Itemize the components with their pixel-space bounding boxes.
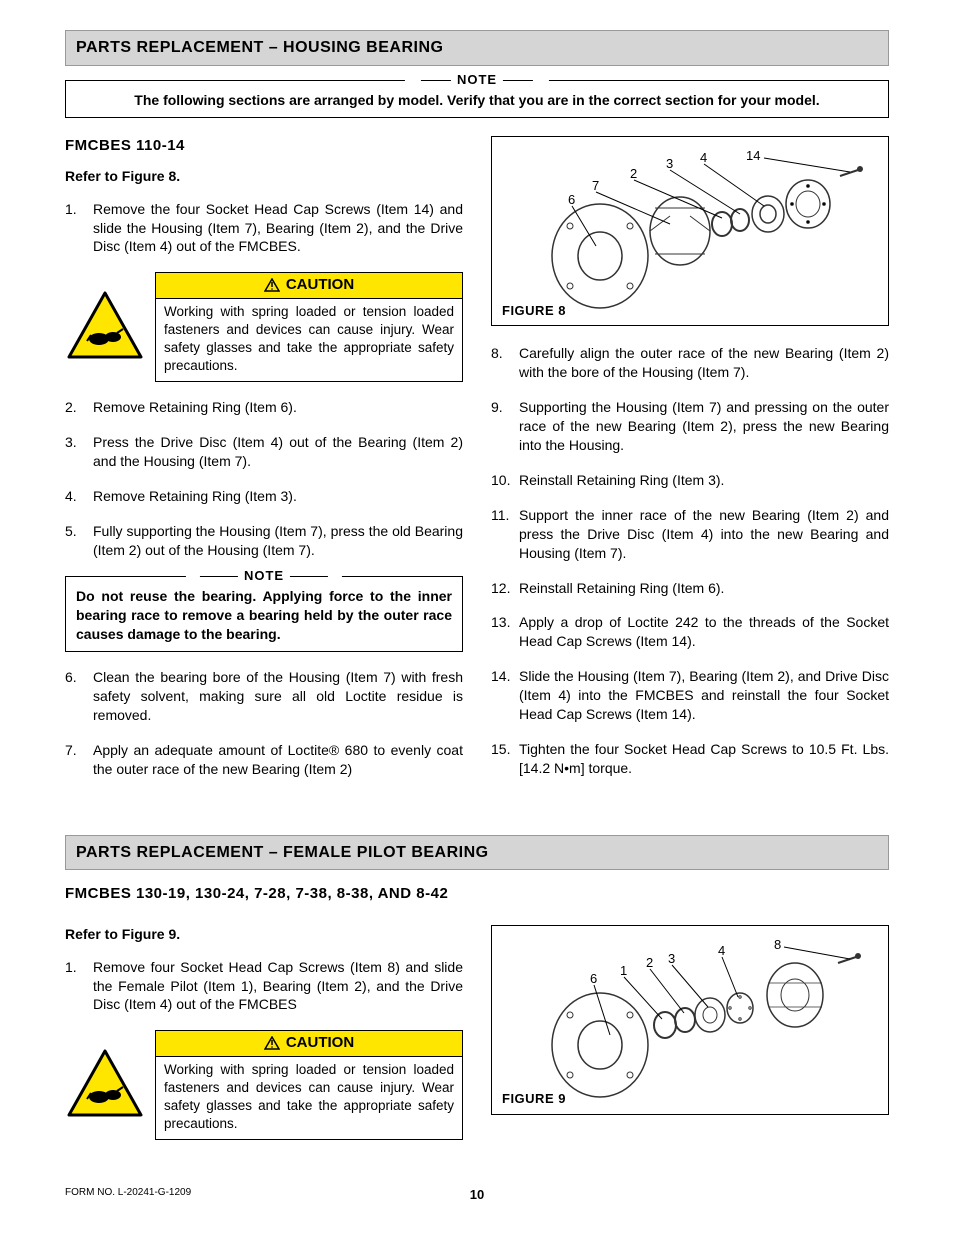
figure-9-diagram: 6 1 2 3 4 8 xyxy=(500,934,880,1106)
callout: 4 xyxy=(700,150,707,165)
callout: 8 xyxy=(774,937,781,952)
callout: 1 xyxy=(620,963,627,978)
caution-header: CAUTION xyxy=(156,273,462,298)
steps-s2-a: 1.Remove four Socket Head Cap Screws (It… xyxy=(65,958,463,1015)
step-num: 5. xyxy=(65,522,93,560)
left-column-s1: FMCBES 110-14 Refer to Figure 8. 1.Remov… xyxy=(65,136,463,794)
caution-text: Working with spring loaded or tension lo… xyxy=(156,1057,462,1140)
step-text: Tighten the four Socket Head Cap Screws … xyxy=(519,740,889,778)
step-num: 9. xyxy=(491,398,519,455)
step-text: Remove the four Socket Head Cap Screws (… xyxy=(93,200,463,257)
step-text: Reinstall Retaining Ring (Item 3). xyxy=(519,471,889,490)
callout: 2 xyxy=(630,166,637,181)
left-column-s2: Refer to Figure 9. 1.Remove four Socket … xyxy=(65,925,463,1157)
inline-note-bearing: NOTE Do not reuse the bearing. Applying … xyxy=(65,576,463,653)
callout: 2 xyxy=(646,955,653,970)
caution-block-1: CAUTION Working with spring loaded or te… xyxy=(65,272,463,382)
step-text: Carefully align the outer race of the ne… xyxy=(519,344,889,382)
step-text: Apply a drop of Loctite 242 to the threa… xyxy=(519,613,889,651)
step-text: Slide the Housing (Item 7), Bearing (Ite… xyxy=(519,667,889,724)
figure-9-label: FIGURE 9 xyxy=(502,1090,566,1108)
step-text: Supporting the Housing (Item 7) and pres… xyxy=(519,398,889,455)
section-header-female-pilot: PARTS REPLACEMENT – FEMALE PILOT BEARING xyxy=(65,835,889,871)
section-header-housing: PARTS REPLACEMENT – HOUSING BEARING xyxy=(65,30,889,66)
step-text: Reinstall Retaining Ring (Item 6). xyxy=(519,579,889,598)
steps-left-a: 1.Remove the four Socket Head Cap Screws… xyxy=(65,200,463,257)
step-num: 1. xyxy=(65,958,93,1015)
step-num: 14. xyxy=(491,667,519,724)
step-num: 6. xyxy=(65,668,93,725)
caution-text: Working with spring loaded or tension lo… xyxy=(156,299,462,382)
step-num: 15. xyxy=(491,740,519,778)
step-num: 3. xyxy=(65,433,93,471)
inline-note-text: Do not reuse the bearing. Applying force… xyxy=(76,587,452,644)
caution-label: CAUTION xyxy=(286,275,354,295)
step-text: Clean the bearing bore of the Housing (I… xyxy=(93,668,463,725)
safety-glasses-icon xyxy=(65,1030,145,1140)
steps-right: 8.Carefully align the outer race of the … xyxy=(491,344,889,777)
step-text: Apply an adequate amount of Loctite® 680… xyxy=(93,741,463,779)
refer-figure-8: Refer to Figure 8. xyxy=(65,167,463,186)
top-note-box: NOTE The following sections are arranged… xyxy=(65,80,889,119)
caution-label: CAUTION xyxy=(286,1033,354,1053)
callout: 3 xyxy=(668,951,675,966)
step-num: 10. xyxy=(491,471,519,490)
step-num: 8. xyxy=(491,344,519,382)
model-heading-2: FMCBES 130-19, 130-24, 7-28, 7-38, 8-38,… xyxy=(65,884,889,904)
right-column-s1: 6 7 2 3 4 14 FIGURE 8 8.Carefully align … xyxy=(491,136,889,793)
step-num: 13. xyxy=(491,613,519,651)
step-num: 1. xyxy=(65,200,93,257)
step-text: Fully supporting the Housing (Item 7), p… xyxy=(93,522,463,560)
step-num: 7. xyxy=(65,741,93,779)
figure-8-diagram: 6 7 2 3 4 14 xyxy=(500,145,880,317)
step-text: Remove Retaining Ring (Item 6). xyxy=(93,398,463,417)
inline-note-label: NOTE xyxy=(186,567,342,585)
step-text: Press the Drive Disc (Item 4) out of the… xyxy=(93,433,463,471)
step-num: 11. xyxy=(491,506,519,563)
steps-left-c: 6.Clean the bearing bore of the Housing … xyxy=(65,668,463,778)
note-label: NOTE xyxy=(405,71,549,89)
figure-8-box: 6 7 2 3 4 14 FIGURE 8 xyxy=(491,136,889,326)
callout: 3 xyxy=(666,156,673,171)
callout: 7 xyxy=(592,178,599,193)
step-num: 2. xyxy=(65,398,93,417)
safety-glasses-icon xyxy=(65,272,145,382)
form-number: FORM NO. L-20241-G-1209 xyxy=(65,1186,191,1200)
steps-left-b: 2.Remove Retaining Ring (Item 6). 3.Pres… xyxy=(65,398,463,559)
callout: 14 xyxy=(746,148,760,163)
figure-9-box: 6 1 2 3 4 8 FIGURE 9 xyxy=(491,925,889,1115)
step-text: Support the inner race of the new Bearin… xyxy=(519,506,889,563)
page-number: 10 xyxy=(470,1186,484,1204)
step-text: Remove four Socket Head Cap Screws (Item… xyxy=(93,958,463,1015)
step-text: Remove Retaining Ring (Item 3). xyxy=(93,487,463,506)
page-footer: FORM NO. L-20241-G-1209 10 xyxy=(65,1186,889,1200)
right-column-s2: 6 1 2 3 4 8 FIGURE 9 xyxy=(491,925,889,1133)
step-num: 12. xyxy=(491,579,519,598)
top-note-text: The following sections are arranged by m… xyxy=(134,92,819,108)
figure-8-label: FIGURE 8 xyxy=(502,302,566,320)
refer-figure-9: Refer to Figure 9. xyxy=(65,925,463,944)
caution-block-2: CAUTION Working with spring loaded or te… xyxy=(65,1030,463,1140)
callout: 6 xyxy=(590,971,597,986)
step-num: 4. xyxy=(65,487,93,506)
callout: 6 xyxy=(568,192,575,207)
caution-header: CAUTION xyxy=(156,1031,462,1056)
model-heading: FMCBES 110-14 xyxy=(65,136,463,156)
callout: 4 xyxy=(718,943,725,958)
